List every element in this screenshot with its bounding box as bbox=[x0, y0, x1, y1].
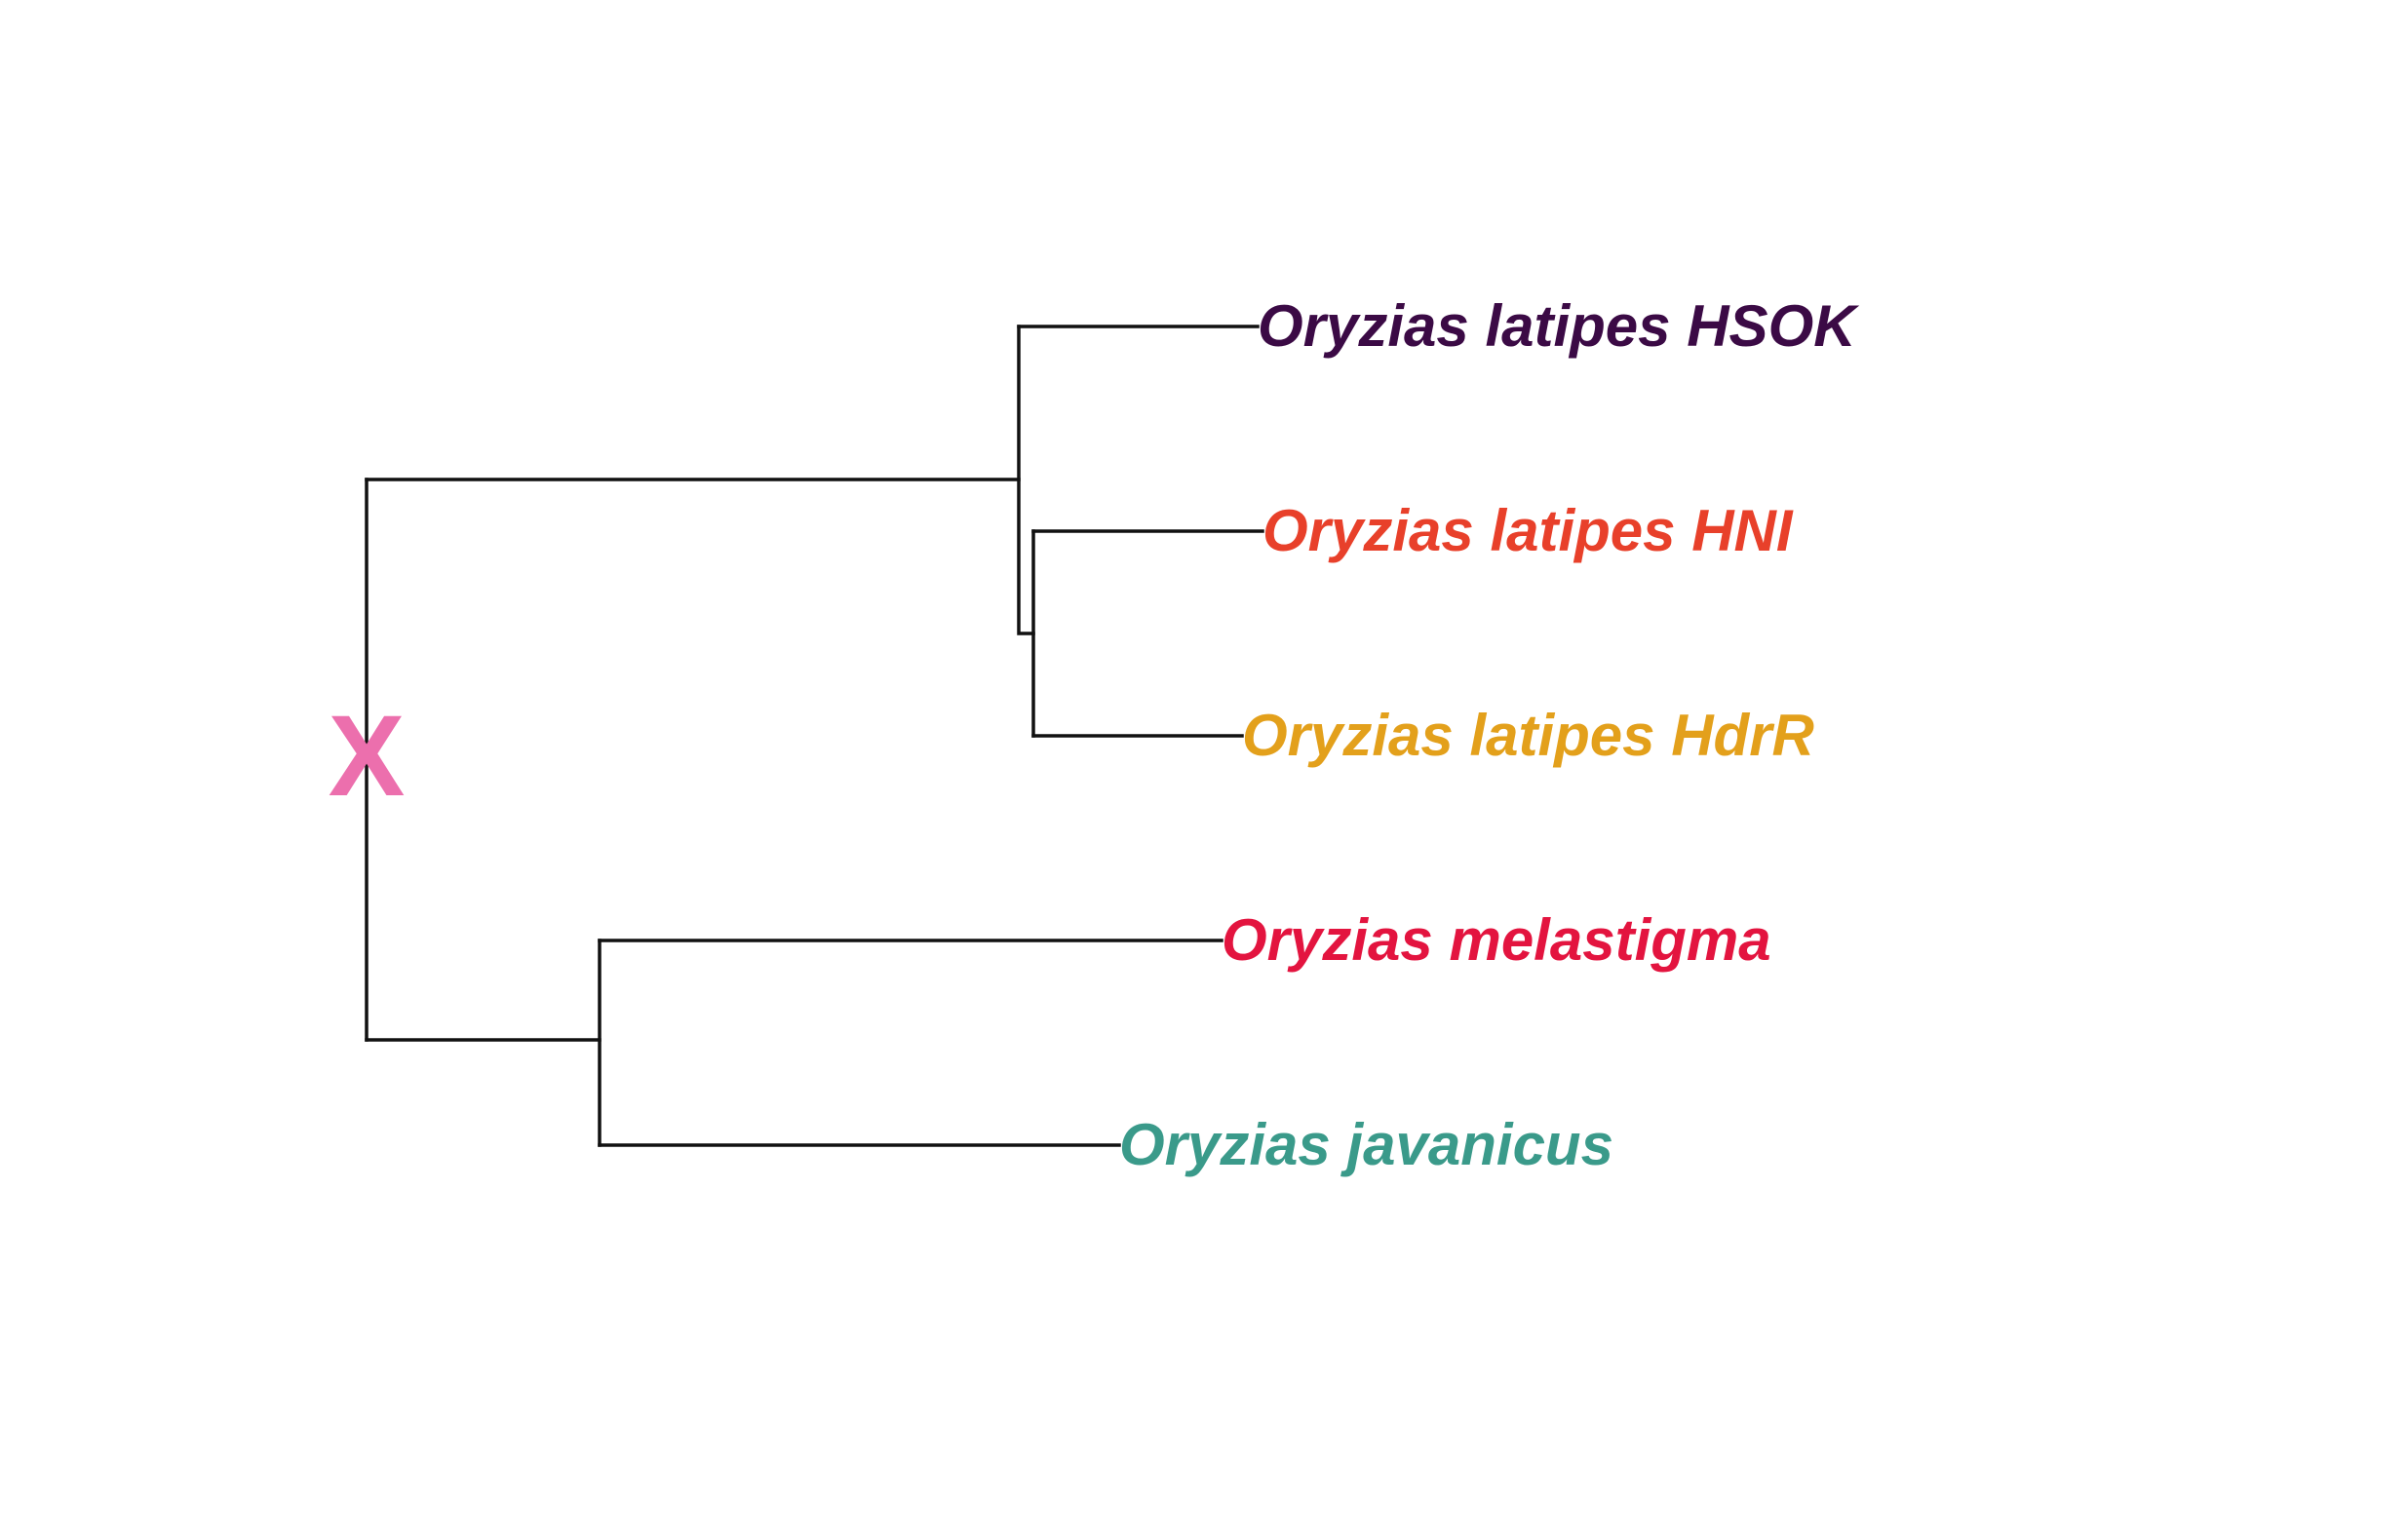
taxon-label-hdrr: Oryzias latipes HdrR bbox=[1242, 703, 1814, 768]
latipes-clade-node bbox=[1017, 325, 1035, 635]
taxon-label-melastigma: Oryzias melastigma bbox=[1222, 907, 1771, 973]
tree-branches bbox=[365, 325, 1264, 1147]
taxon-label-hsok: Oryzias latipes HSOK bbox=[1258, 293, 1859, 359]
taxon-label-javanicus: Oryzias javanicus bbox=[1119, 1112, 1613, 1177]
taxon-labels: Oryzias latipes HSOK Oryzias latipes HNI… bbox=[1119, 293, 1859, 1177]
taxon-label-hni: Oryzias latipes HNI bbox=[1262, 498, 1794, 563]
root-marker-x: X bbox=[329, 692, 406, 821]
